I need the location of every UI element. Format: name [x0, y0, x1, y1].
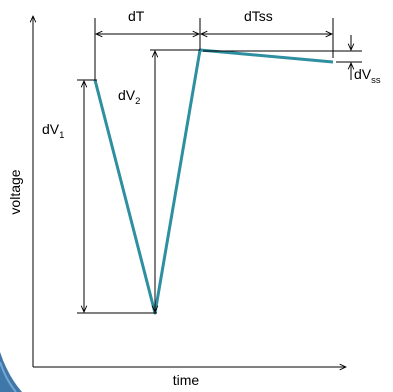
corner-swoosh — [0, 352, 22, 392]
y-axis-label: voltage — [7, 169, 23, 214]
x-axis-label: time — [173, 372, 200, 388]
dtss-label: dTss — [244, 8, 273, 24]
dvss-label: dVss — [354, 66, 381, 86]
voltage-trace — [93, 48, 334, 315]
dvss-label-main: dV — [354, 66, 372, 82]
dv2-label: dV2 — [118, 87, 140, 107]
dv1-label-sub: 1 — [59, 130, 64, 141]
dv1-label-main: dV — [42, 121, 60, 137]
dvss-label-sub: ss — [371, 75, 381, 86]
dv2-label-sub: 2 — [135, 96, 140, 107]
dt-label: dT — [128, 8, 145, 24]
corner-swoosh-highlight — [0, 361, 17, 392]
dv2-label-main: dV — [118, 87, 136, 103]
dv1-label: dV1 — [42, 121, 64, 141]
